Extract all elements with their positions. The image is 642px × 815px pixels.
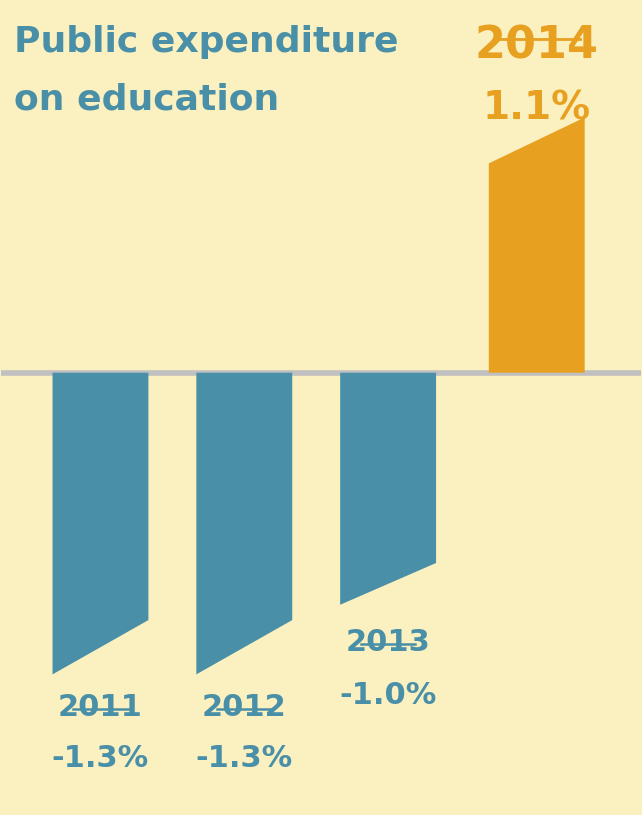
Polygon shape	[340, 372, 436, 605]
Text: -1.3%: -1.3%	[196, 744, 293, 773]
Text: -1.3%: -1.3%	[52, 744, 149, 773]
Text: 2013: 2013	[346, 628, 431, 657]
Text: on education: on education	[14, 82, 279, 117]
Text: 1.1%: 1.1%	[483, 90, 591, 128]
Polygon shape	[489, 117, 585, 372]
Polygon shape	[196, 372, 292, 674]
Text: Public expenditure: Public expenditure	[14, 24, 399, 59]
Text: -1.0%: -1.0%	[340, 681, 437, 711]
Text: 2012: 2012	[202, 693, 287, 722]
Text: 2011: 2011	[58, 693, 143, 722]
Polygon shape	[53, 372, 148, 674]
Text: 2014: 2014	[474, 24, 599, 68]
